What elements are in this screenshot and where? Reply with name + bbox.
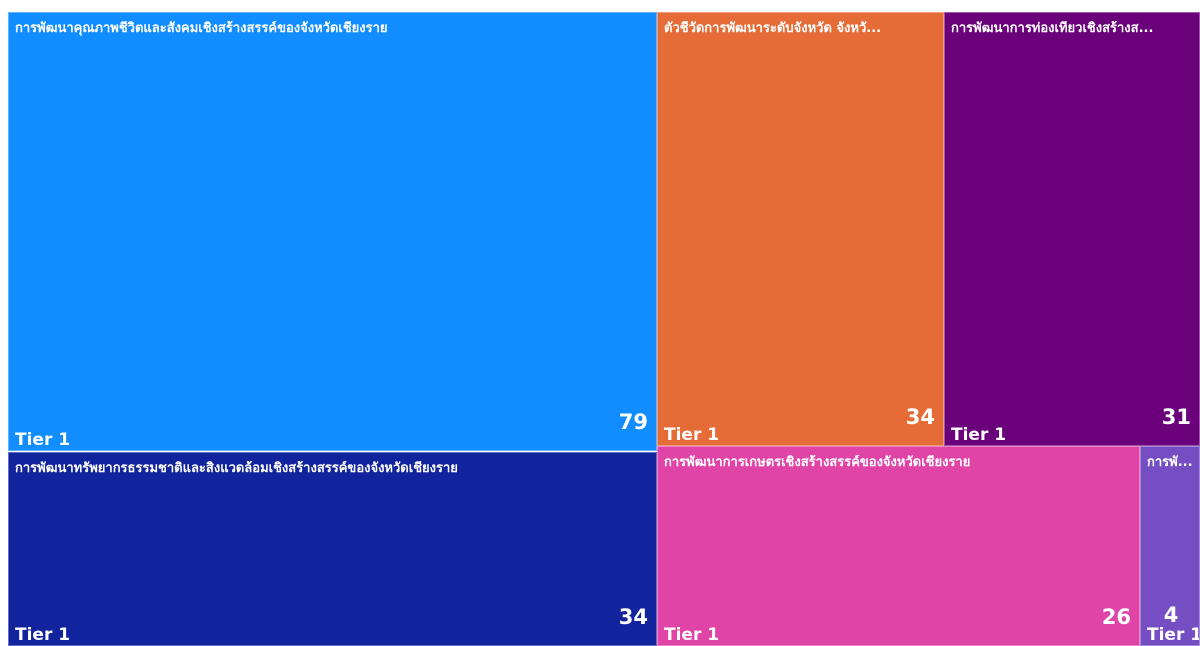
treemap-tile-provincial-indicators[interactable]: ตัวชี้วัดการพัฒนาระดับจังหวัด จังหวั... …	[657, 12, 944, 446]
tile-tier-label: Tier 1	[15, 430, 71, 450]
tile-value: 79	[618, 410, 648, 434]
treemap-tile-quality-of-life[interactable]: การพัฒนาคุณภาพชีวิตและสังคมเชิงสร้างสรรค…	[8, 12, 657, 451]
tile-title: การพัฒนาการเกษตรเชิงสร้างสรรค์ของจังหวัด…	[664, 455, 971, 470]
treemap-tile-natural-resources[interactable]: การพัฒนาทรัพยากรธรรมชาติและสิ่งแวดล้อมเช…	[8, 452, 657, 646]
tile-value: 4	[1163, 603, 1179, 627]
tile-title: การพั...	[1147, 455, 1193, 470]
tile-tier-label: Tier 1	[664, 425, 720, 445]
tile-value: 34	[905, 405, 935, 429]
tile-tier-label: Tier 1	[15, 625, 71, 645]
treemap-tile-agriculture[interactable]: การพัฒนาการเกษตรเชิงสร้างสรรค์ของจังหวัด…	[657, 446, 1140, 646]
tile-title: การพัฒนาคุณภาพชีวิตและสังคมเชิงสร้างสรรค…	[15, 21, 388, 36]
tile-title: การพัฒนาทรัพยากรธรรมชาติและสิ่งแวดล้อมเช…	[15, 461, 458, 476]
tile-title: ตัวชี้วัดการพัฒนาระดับจังหวัด จังหวั...	[664, 21, 882, 36]
tile-title: การพัฒนาการท่องเที่ยวเชิงสร้างส...	[951, 21, 1154, 36]
treemap-tile-tourism[interactable]: การพัฒนาการท่องเที่ยวเชิงสร้างส... 31 Ti…	[944, 12, 1200, 446]
tile-tier-label: Tier 1	[1147, 625, 1200, 645]
tile-value: 26	[1101, 605, 1131, 629]
tile-value: 34	[618, 605, 648, 629]
treemap-tile-other[interactable]: การพั... 4 Tier 1	[1140, 446, 1200, 646]
tile-tier-label: Tier 1	[951, 425, 1007, 445]
tile-value: 31	[1161, 405, 1191, 429]
tile-tier-label: Tier 1	[664, 625, 720, 645]
